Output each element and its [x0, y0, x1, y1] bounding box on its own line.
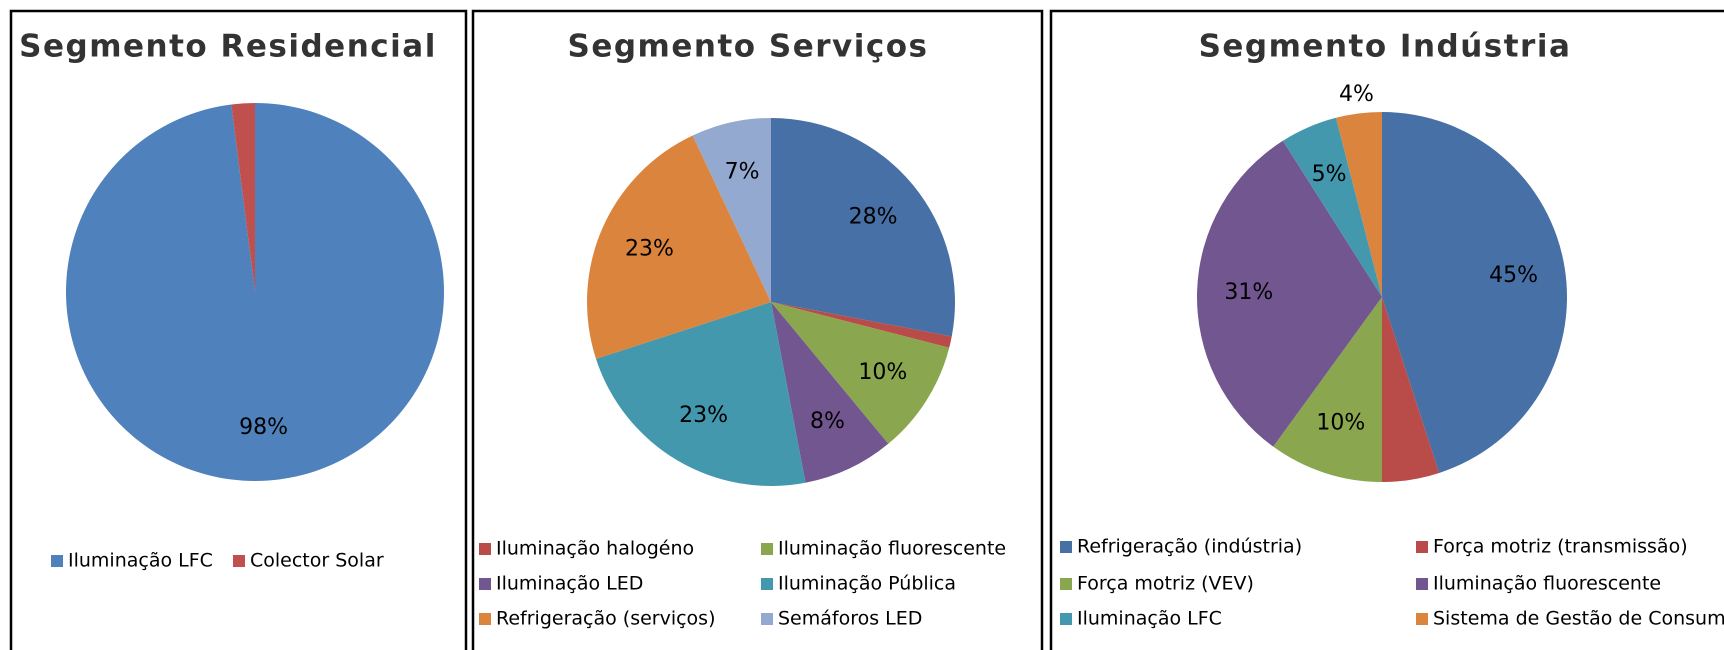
- legend-label: Iluminação LFC: [68, 550, 213, 572]
- data-label: 45%: [1489, 263, 1538, 288]
- legend-swatch: [233, 555, 245, 567]
- pie-slice: [692, 118, 771, 302]
- legend-swatch: [761, 543, 773, 555]
- legend-swatch: [1060, 578, 1072, 590]
- pie-slice: [65, 103, 444, 481]
- legend-label: Refrigeração (serviços): [496, 608, 716, 630]
- data-label: 5%: [1312, 162, 1347, 187]
- data-label: 28%: [849, 205, 898, 230]
- panel: [1049, 9, 1724, 650]
- legend-swatch: [479, 543, 491, 555]
- panel: [9, 9, 468, 650]
- data-label: 7%: [725, 160, 760, 185]
- data-label: 4%: [1339, 82, 1374, 107]
- pie-slice: [1197, 140, 1382, 447]
- pie-slice: [587, 135, 771, 359]
- data-label: 23%: [625, 236, 674, 261]
- legend-label: Colector Solar: [250, 550, 384, 572]
- pie-slice: [231, 103, 255, 292]
- legend-label: Iluminação fluorescente: [1433, 573, 1661, 595]
- legend-label: Iluminação halogéno: [496, 538, 694, 560]
- chart-title: Segmento Indústria: [1199, 29, 1572, 65]
- data-label: 98%: [239, 415, 288, 440]
- legend-swatch: [1416, 613, 1428, 625]
- legend-swatch: [1416, 541, 1428, 553]
- pie-slice: [1335, 112, 1382, 297]
- chart-title: Segmento Residencial: [19, 29, 437, 65]
- legend-swatch: [1060, 541, 1072, 553]
- legend-label: Semáforos LED: [778, 608, 922, 630]
- legend-label: Iluminação LED: [496, 573, 643, 595]
- data-label: 10%: [858, 360, 907, 385]
- pie-slice: [771, 302, 952, 348]
- legend-label: Iluminação LFC: [1077, 608, 1222, 630]
- pie-slice: [771, 118, 955, 337]
- legend-swatch: [761, 613, 773, 625]
- legend-swatch: [479, 613, 491, 625]
- legend-label: Sistema de Gestão de Consumos: [1433, 608, 1724, 630]
- pie-slice: [1273, 297, 1382, 482]
- pie-slice: [771, 302, 950, 444]
- legend-label: Força motriz (transmissão): [1433, 536, 1688, 558]
- pie-slice: [1382, 112, 1567, 473]
- pie-slice: [1282, 117, 1382, 297]
- legend-label: Força motriz (VEV): [1077, 573, 1254, 595]
- legend-label: Iluminação fluorescente: [778, 538, 1006, 560]
- data-label: 8%: [810, 409, 845, 434]
- chart-title: Segmento Serviços: [568, 29, 929, 65]
- legend-swatch: [479, 578, 491, 590]
- data-label: 23%: [679, 403, 728, 428]
- data-label: 31%: [1224, 280, 1273, 305]
- legend-label: Iluminação Pública: [778, 573, 956, 595]
- data-label: 10%: [1316, 411, 1365, 436]
- legend-swatch: [1416, 578, 1428, 590]
- pie-slice: [596, 302, 806, 486]
- panel: [471, 9, 1044, 650]
- legend-swatch: [1060, 613, 1072, 625]
- legend-swatch: [761, 578, 773, 590]
- pie-slice: [771, 302, 889, 483]
- pie-slice: [1382, 297, 1440, 482]
- legend-label: Refrigeração (indústria): [1077, 536, 1302, 558]
- legend-swatch: [51, 555, 63, 567]
